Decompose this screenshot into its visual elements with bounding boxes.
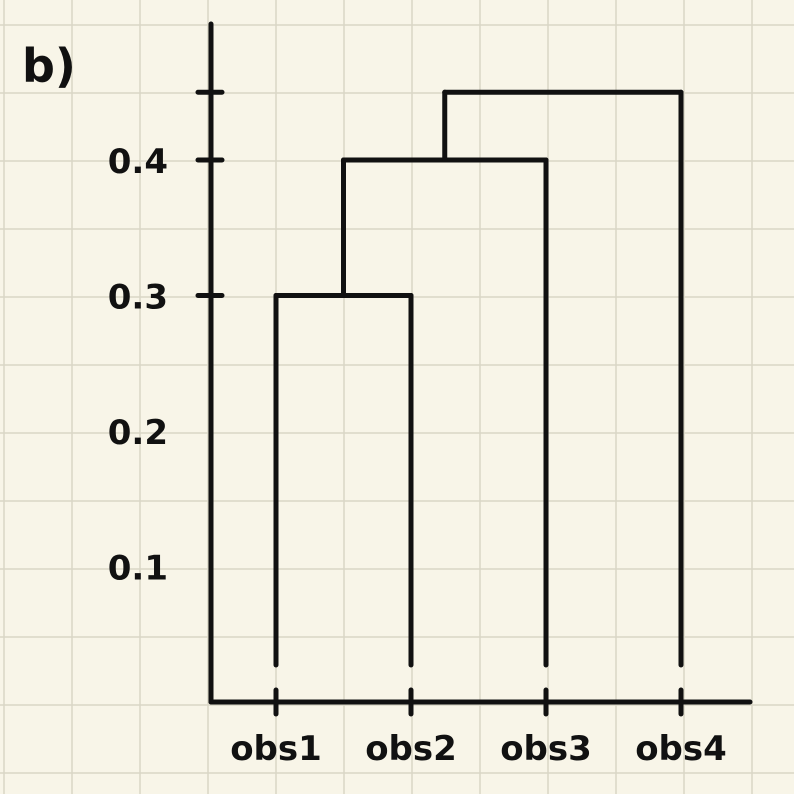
panel-label: b) <box>22 39 76 93</box>
dendrogram-branches <box>273 89 684 668</box>
y-tick-label: 0.1 <box>108 549 168 589</box>
leaf-label-obs2: obs2 <box>365 729 457 769</box>
y-tick-label: 0.4 <box>108 142 168 182</box>
y-ticks: 0.1 0.2 0.3 0.4 <box>108 89 225 589</box>
leaf-label-obs1: obs1 <box>230 729 322 769</box>
leaf-label-obs4: obs4 <box>635 729 727 769</box>
leaf-label-obs3: obs3 <box>500 729 592 769</box>
y-tick-label: 0.3 <box>108 278 168 318</box>
y-tick-label: 0.2 <box>108 413 168 453</box>
leaf-labels: obs1 obs2 obs3 obs4 <box>230 687 727 769</box>
